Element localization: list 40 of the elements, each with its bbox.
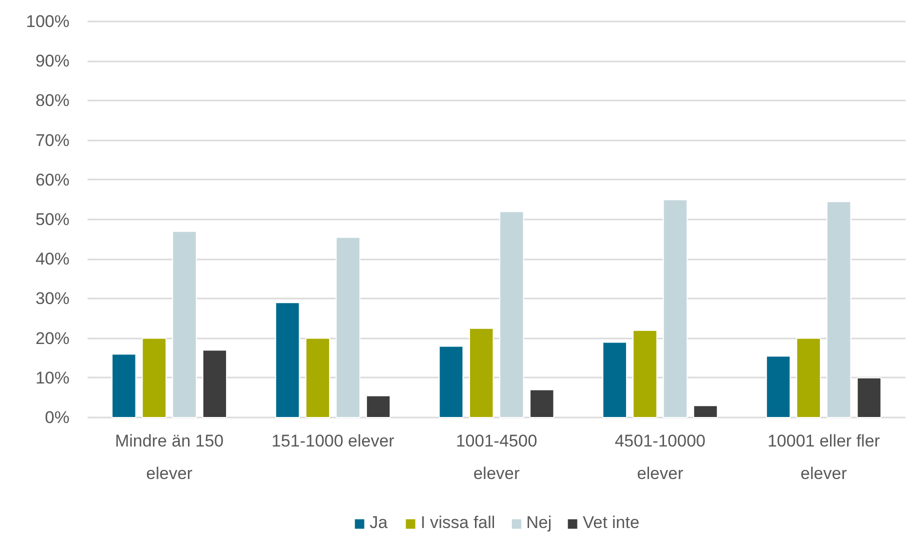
bar [662, 199, 688, 418]
bar [766, 356, 791, 418]
x-tick-label: 4501-10000 elever [614, 432, 706, 483]
y-tick-label: 10% [35, 368, 70, 388]
bar [856, 377, 882, 418]
y-tick-label: 80% [35, 91, 70, 110]
bar [796, 338, 821, 418]
x-tick-label: 10001 eller fler elever [767, 432, 880, 483]
y-tick-label: 90% [35, 52, 70, 71]
bar [112, 354, 136, 418]
bar [366, 395, 391, 418]
bar [172, 230, 197, 418]
y-tick-label: 70% [35, 130, 70, 150]
y-tick-label: 60% [35, 170, 70, 190]
x-tick-label: 1001-4500 elever [456, 432, 538, 483]
x-tick-label: 151-1000 elever [271, 432, 395, 450]
bar [693, 405, 718, 418]
bar [438, 346, 464, 418]
y-tick-label: 20% [35, 328, 70, 348]
bar [202, 350, 228, 418]
bar [336, 236, 360, 418]
legend-label: Ja [370, 513, 389, 533]
y-tick-label: 40% [35, 250, 70, 269]
y-tick-label: 50% [35, 210, 70, 229]
bar [826, 201, 852, 418]
bar [469, 328, 494, 418]
y-tick-label: 30% [35, 289, 70, 308]
bar [305, 338, 330, 418]
y-tick-label: 0% [44, 408, 70, 427]
legend-label: Nej [526, 513, 552, 533]
y-tick-label: 100% [26, 12, 70, 31]
bar [499, 211, 524, 418]
bar [275, 302, 300, 418]
bar [602, 342, 628, 418]
legend-label: Vet inte [582, 513, 640, 533]
bar [632, 330, 658, 418]
bar [530, 389, 554, 418]
x-tick-label: Mindre än 150 elever [114, 432, 224, 483]
bar [142, 338, 167, 418]
legend-label: I vissa fall [420, 513, 496, 533]
